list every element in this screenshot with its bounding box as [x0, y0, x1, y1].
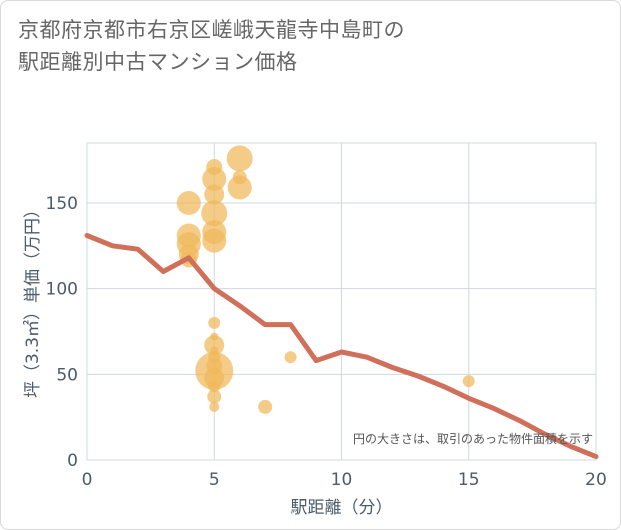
data-point	[209, 401, 220, 412]
data-point	[202, 166, 227, 191]
data-point	[207, 389, 222, 404]
y-tick-label: 100	[46, 280, 78, 300]
chart-title: 京都府京都市右京区嵯峨天龍寺中島町の 駅距離別中古マンション価格	[18, 14, 578, 78]
data-point	[462, 375, 475, 388]
y-tick-label: 0	[67, 451, 78, 471]
y-tick-label: 150	[46, 194, 78, 214]
y-tick-label: 50	[56, 365, 78, 385]
data-point	[226, 145, 253, 172]
size-annotation: 円の大きさは、取引のあった物件面積を示す	[353, 431, 593, 446]
data-point	[208, 380, 221, 393]
x-tick-label: 10	[331, 470, 353, 490]
data-point	[284, 351, 297, 364]
x-tick-label: 0	[82, 470, 93, 490]
data-point	[208, 316, 221, 329]
data-point	[176, 190, 201, 215]
x-tick-label: 15	[458, 470, 480, 490]
data-point	[258, 399, 273, 414]
x-tick-label: 5	[209, 470, 220, 490]
x-tick-label: 20	[585, 470, 607, 490]
chart-title-line-2: 駅距離別中古マンション価格	[18, 50, 298, 74]
data-point	[227, 175, 252, 200]
data-point	[202, 228, 227, 253]
data-point	[204, 184, 225, 205]
data-point	[201, 200, 228, 227]
data-point	[204, 367, 225, 388]
data-point	[204, 335, 225, 356]
chart-title-line-1: 京都府京都市右京区嵯峨天龍寺中島町の	[18, 18, 405, 42]
trend-line	[84, 233, 599, 460]
y-axis-label: 坪（3.3㎡）単価（万円）	[23, 201, 43, 398]
x-axis-label: 駅距離（分）	[291, 498, 393, 518]
